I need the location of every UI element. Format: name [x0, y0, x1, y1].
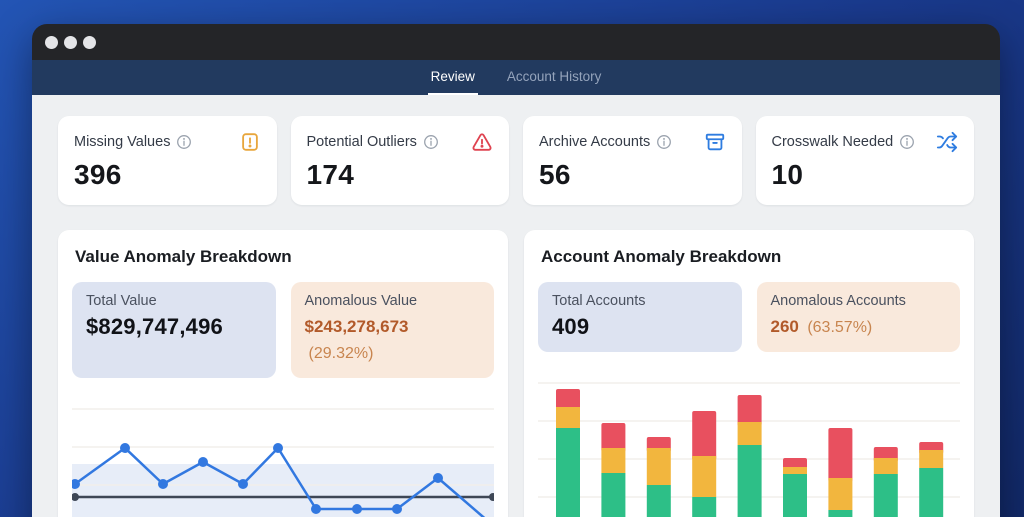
total-accounts-amount: 409	[552, 314, 590, 339]
value-anomaly-panel: Value Anomaly Breakdown Total Value $829…	[58, 230, 508, 517]
archive-icon	[704, 131, 726, 153]
anomalous-accounts-percent: (63.57%)	[807, 319, 873, 336]
info-icon[interactable]	[899, 134, 915, 150]
info-icon[interactable]	[656, 134, 672, 150]
total-value-label: Total Value	[86, 293, 157, 309]
stat-card-potential-outliers: Potential Outliers 174	[290, 116, 509, 205]
note-alert-icon	[239, 131, 261, 153]
panel-title: Value Anomaly Breakdown	[75, 247, 292, 266]
account-anomaly-bar-chart	[538, 382, 960, 517]
window-control-dot[interactable]	[83, 35, 96, 49]
tab-account-history[interactable]: Account History	[506, 69, 602, 84]
anomalous-value-box: Anomalous Value $243,278,673 (29.32%)	[290, 282, 494, 378]
stat-value: 396	[74, 159, 122, 190]
anomalous-value-percent: (29.32%)	[308, 345, 374, 362]
stat-label: Crosswalk Needed	[771, 134, 894, 150]
anomalous-value-amount: $243,278,673	[304, 317, 409, 336]
stat-label: Archive Accounts	[539, 134, 651, 150]
stat-value: 174	[306, 159, 355, 190]
stat-value: 10	[771, 159, 804, 190]
anomalous-accounts-label: Anomalous Accounts	[770, 293, 906, 309]
stat-label: Missing Values	[74, 134, 171, 150]
top-navigation: Review Account History	[32, 60, 1000, 95]
shuffle-icon	[936, 131, 958, 153]
stat-card-archive-accounts: Archive Accounts 56	[523, 116, 742, 205]
app-window: Review Account History Missing Values 39…	[32, 24, 1000, 517]
anomalous-accounts-amount: 260	[770, 317, 799, 336]
total-accounts-box: Total Accounts 409	[538, 282, 742, 352]
total-accounts-label: Total Accounts	[552, 293, 646, 309]
window-titlebar	[32, 24, 1000, 60]
stats-row: Missing Values 396 Potential Outliers	[58, 116, 974, 205]
total-value-box: Total Value $829,747,496	[72, 282, 276, 378]
window-control-dot[interactable]	[45, 35, 58, 49]
stat-label: Potential Outliers	[306, 134, 417, 150]
anomalous-accounts-box: Anomalous Accounts 260 (63.57%)	[756, 282, 960, 352]
stat-card-crosswalk-needed: Crosswalk Needed 10	[755, 116, 974, 205]
window-control-dot[interactable]	[64, 35, 77, 49]
panel-title: Account Anomaly Breakdown	[541, 247, 782, 266]
charts-row: Value Anomaly Breakdown Total Value $829…	[58, 230, 974, 517]
stat-value: 56	[539, 159, 571, 190]
stat-card-missing-values: Missing Values 396	[58, 116, 277, 205]
anomalous-value-label: Anomalous Value	[304, 293, 418, 309]
info-icon[interactable]	[176, 134, 192, 150]
account-anomaly-panel: Account Anomaly Breakdown Total Accounts…	[524, 230, 974, 517]
info-icon[interactable]	[423, 134, 439, 150]
value-anomaly-line-chart	[72, 408, 494, 517]
triangle-alert-icon	[471, 131, 493, 153]
total-value-amount: $829,747,496	[86, 314, 223, 339]
tab-review[interactable]: Review	[427, 60, 478, 95]
dashboard-content: Missing Values 396 Potential Outliers	[32, 95, 1000, 517]
